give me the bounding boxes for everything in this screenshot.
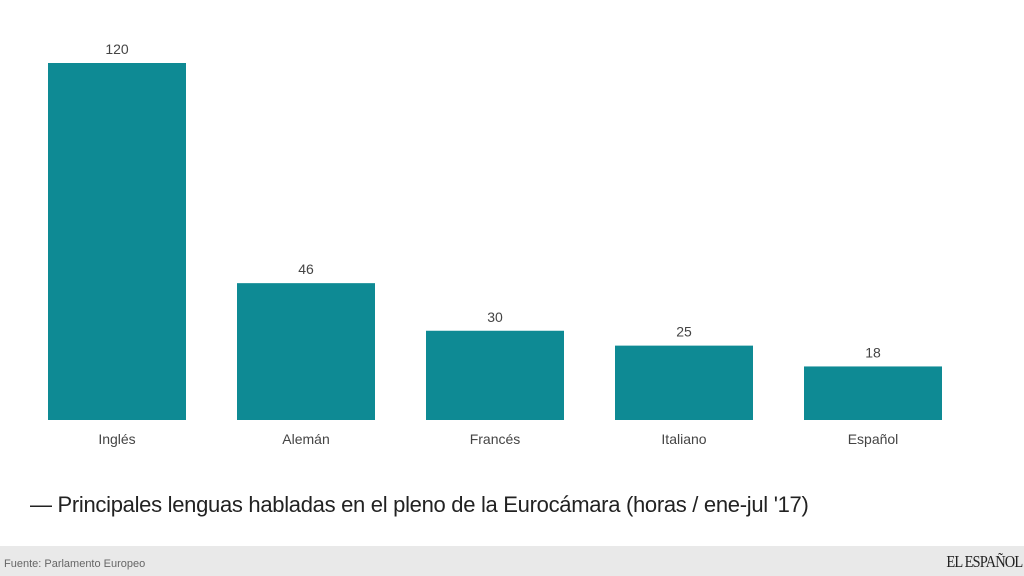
category-label: Inglés <box>98 431 135 447</box>
bar-1 <box>237 283 375 420</box>
bar-chart: 120 Inglés 46 Alemán 30 Francés 25 Italiano 18 Es… <box>48 41 942 447</box>
bar-2 <box>426 330 564 420</box>
category-label: Italiano <box>661 431 706 447</box>
source-text: Fuente: Parlamento Europeo <box>4 558 146 570</box>
data-label: 30 <box>487 309 503 325</box>
data-label: 18 <box>865 344 881 360</box>
data-label: 25 <box>676 324 692 340</box>
bar-0 <box>48 63 186 420</box>
data-label: 120 <box>105 41 129 57</box>
footer: Fuente: Parlamento Europeo EL ESPAÑOL <box>0 546 1024 576</box>
category-label: Alemán <box>282 431 329 447</box>
category-label: Español <box>848 431 899 447</box>
bar-4 <box>804 366 942 420</box>
bar-3 <box>615 345 753 420</box>
data-label: 46 <box>298 261 314 277</box>
category-label: Francés <box>470 431 521 447</box>
el-espanol-logo: EL ESPAÑOL <box>946 552 1023 571</box>
chart-title: — Principales lenguas habladas en el ple… <box>30 492 809 517</box>
